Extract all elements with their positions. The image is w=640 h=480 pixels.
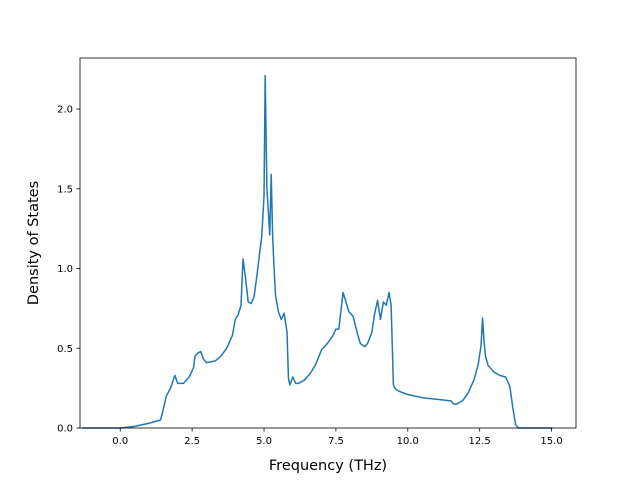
y-tick-label: 0.0: [57, 424, 73, 435]
x-tick-label: 5.0: [256, 436, 272, 447]
y-tick-label: 1.0: [57, 264, 73, 275]
x-tick-label: 2.5: [184, 436, 200, 447]
x-tick-label: 10.0: [397, 436, 419, 447]
x-tick-label: 12.5: [469, 436, 491, 447]
y-axis-ticks: 0.0 0.5 1.0 1.5 2.0: [57, 105, 80, 435]
dos-series-line: [82, 74, 553, 429]
y-axis-label: Density of States: [26, 181, 42, 305]
y-tick-label: 1.5: [57, 184, 73, 195]
x-axis-ticks: 0.0 2.5 5.0 7.5 10.0 12.5 15.0: [112, 428, 563, 447]
y-tick-label: 0.5: [57, 344, 73, 355]
x-axis-label: Frequency (THz): [269, 458, 387, 474]
x-tick-label: 15.0: [540, 436, 562, 447]
x-tick-label: 7.5: [328, 436, 344, 447]
y-tick-label: 2.0: [57, 105, 73, 116]
plot-area: [82, 74, 553, 429]
axes-frame: [79, 57, 577, 429]
x-tick-label: 0.0: [112, 436, 128, 447]
